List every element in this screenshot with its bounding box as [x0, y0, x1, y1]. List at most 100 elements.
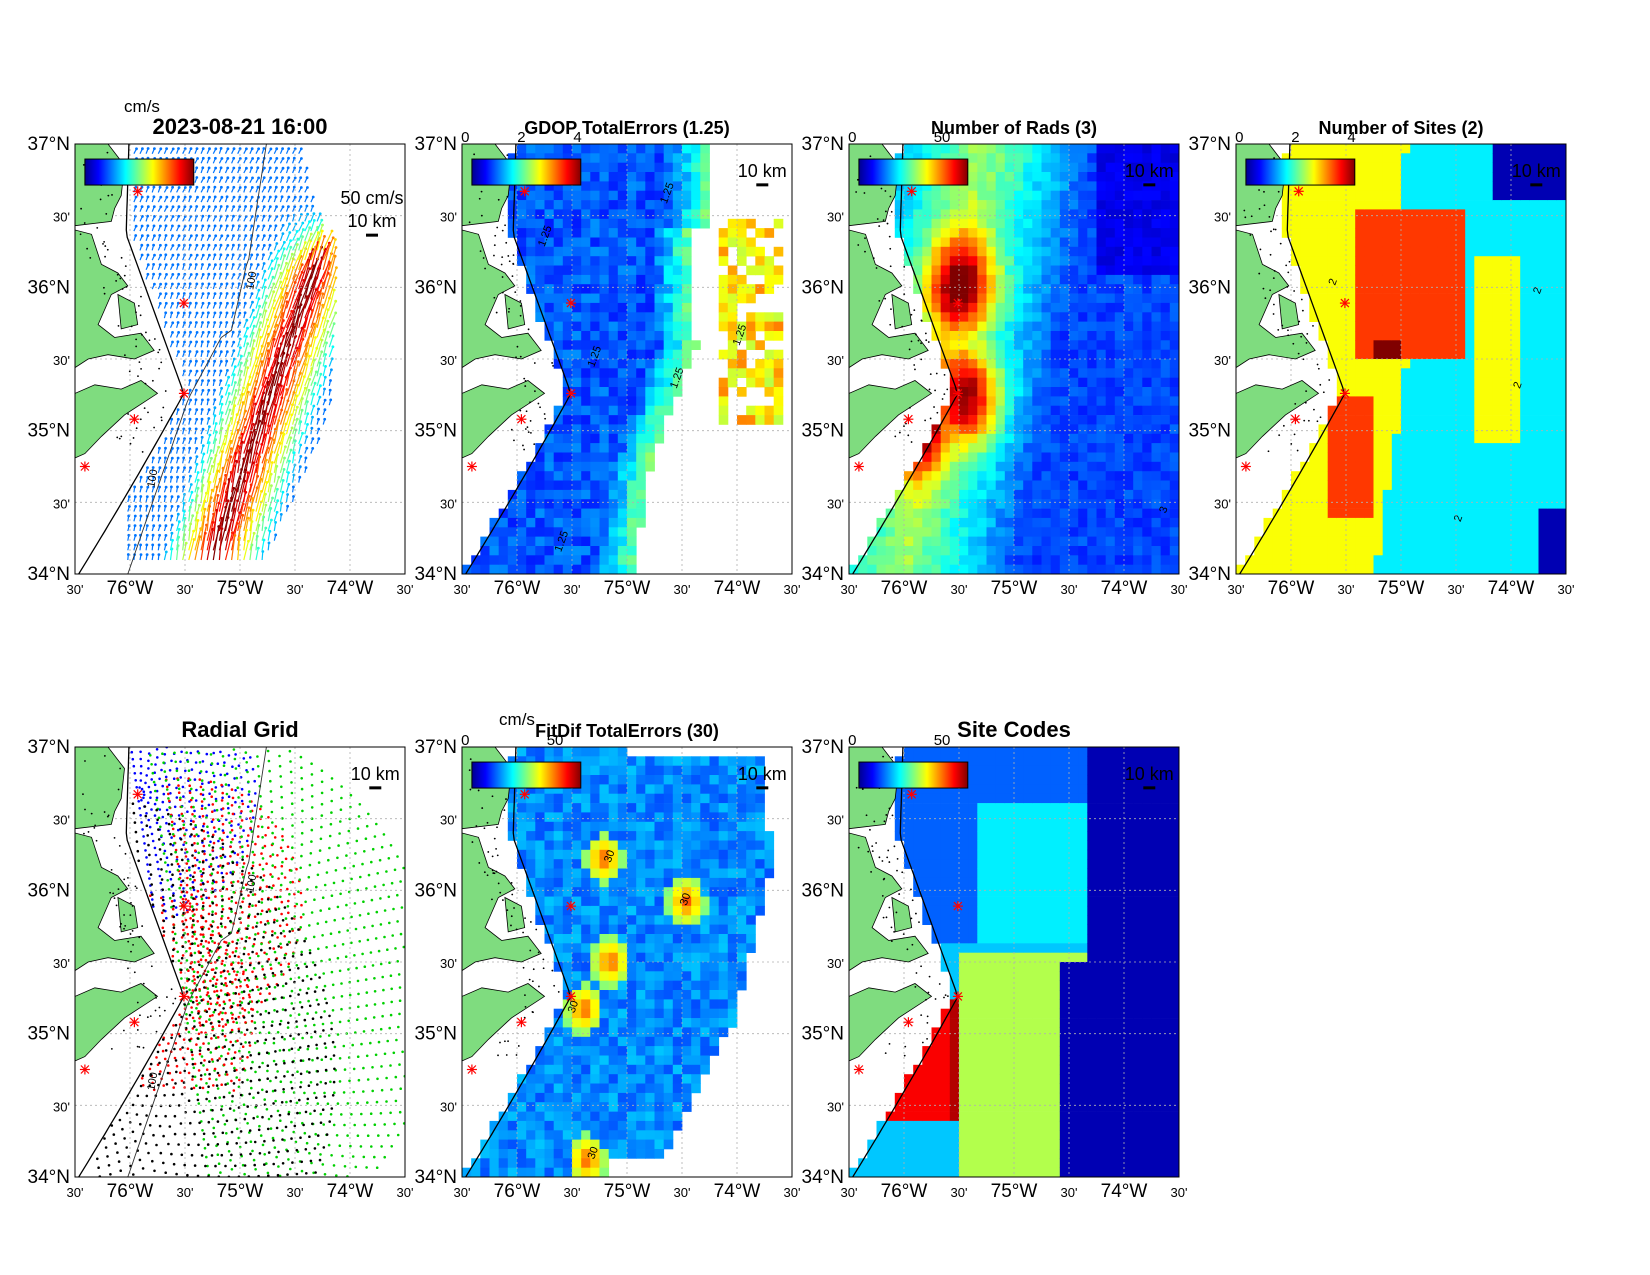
field-cell	[949, 359, 960, 369]
panel-title: GDOP TotalErrors (1.25)	[524, 118, 729, 138]
current-vector	[292, 419, 298, 435]
field-cell	[700, 200, 710, 210]
current-vector	[279, 318, 292, 348]
current-vector	[310, 394, 315, 406]
field-cell	[1078, 527, 1088, 537]
field-cell	[599, 209, 610, 220]
current-vector-head	[189, 263, 193, 266]
field-cell	[1151, 293, 1162, 304]
field-cell	[608, 209, 619, 220]
current-vector-head	[238, 234, 241, 238]
coast-speckle	[478, 197, 481, 200]
field-cell	[590, 359, 600, 369]
field-cell	[1142, 321, 1152, 332]
field-cell	[959, 200, 969, 210]
current-vector-head	[270, 484, 273, 487]
field-cell	[590, 424, 600, 435]
field-cell	[1041, 209, 1052, 220]
field-cell	[746, 218, 756, 229]
field-cell	[581, 508, 591, 519]
current-vector-head	[184, 541, 188, 545]
field-cell	[940, 480, 951, 491]
field-cell	[1032, 218, 1042, 229]
field-cell	[581, 153, 591, 163]
current-vector-head	[202, 186, 206, 189]
field-cell	[599, 162, 610, 173]
current-vector	[237, 387, 245, 406]
field-cell	[949, 312, 960, 322]
field-cell	[746, 293, 756, 304]
field-cell	[636, 461, 646, 472]
field-cell	[581, 433, 591, 444]
coast-speckle	[139, 418, 142, 421]
field-cell	[940, 433, 951, 444]
field-cell	[1069, 443, 1079, 453]
field-cell	[940, 181, 951, 192]
field-cell	[617, 312, 628, 322]
current-vector-head	[195, 359, 198, 363]
current-vector-head	[274, 521, 277, 524]
field-cell	[1087, 471, 1097, 481]
field-cell	[1023, 564, 1033, 574]
field-cell	[959, 331, 969, 341]
field-cell	[1069, 564, 1079, 574]
field-cell	[617, 359, 628, 369]
field-cell	[599, 265, 610, 276]
field-cell	[949, 499, 960, 509]
field-cell	[617, 349, 628, 360]
current-vector-head	[214, 176, 217, 180]
field-cell	[968, 246, 978, 257]
field-cell	[507, 181, 518, 192]
current-vector-head	[257, 523, 261, 527]
field-cell	[922, 274, 932, 285]
field-cell	[663, 387, 674, 397]
field-cell	[727, 321, 738, 332]
current-vector-head	[259, 512, 262, 516]
field-cell	[581, 396, 591, 407]
field-cell	[1059, 153, 1070, 163]
current-vector-head	[276, 499, 280, 503]
field-cell	[645, 312, 655, 322]
field-cell	[581, 274, 591, 285]
current-vector-head	[200, 340, 204, 344]
field-cell	[1041, 153, 1052, 163]
field-cell	[627, 443, 637, 453]
field-cell	[968, 209, 978, 220]
field-cell	[995, 546, 1006, 556]
field-cell	[1169, 265, 1179, 276]
colorbar-tick-label: 4	[573, 129, 581, 146]
current-vector-head	[262, 195, 266, 199]
field-cell	[1004, 256, 1015, 266]
field-cell	[1069, 433, 1079, 444]
field-cell	[1151, 256, 1162, 266]
field-cell	[1004, 405, 1015, 416]
field-cell	[995, 331, 1006, 341]
current-vector	[249, 357, 258, 377]
field-cell	[940, 153, 951, 163]
current-vector-head	[201, 360, 205, 363]
field-cell	[959, 153, 969, 163]
current-vector-head	[201, 398, 204, 402]
current-vector-head	[262, 538, 266, 542]
field-cell	[1069, 461, 1079, 472]
field-cell	[572, 546, 582, 556]
field-cell	[700, 153, 710, 163]
current-vector-head	[159, 195, 163, 199]
field-cell	[682, 349, 692, 360]
field-cell	[913, 209, 923, 220]
current-vector-head	[177, 214, 181, 218]
current-vector-head	[268, 529, 272, 533]
coast-speckle	[908, 406, 911, 409]
field-cell	[608, 564, 619, 574]
field-cell	[581, 218, 591, 229]
field-cell	[617, 265, 628, 276]
field-cell	[968, 218, 978, 229]
field-cell	[922, 256, 932, 266]
field-cell	[581, 162, 591, 173]
field-cell	[1014, 153, 1024, 163]
field-cell	[1087, 517, 1097, 528]
current-vector-head	[262, 234, 266, 238]
current-vector	[285, 267, 294, 290]
field-cell	[627, 144, 637, 154]
field-cell	[1133, 387, 1143, 397]
